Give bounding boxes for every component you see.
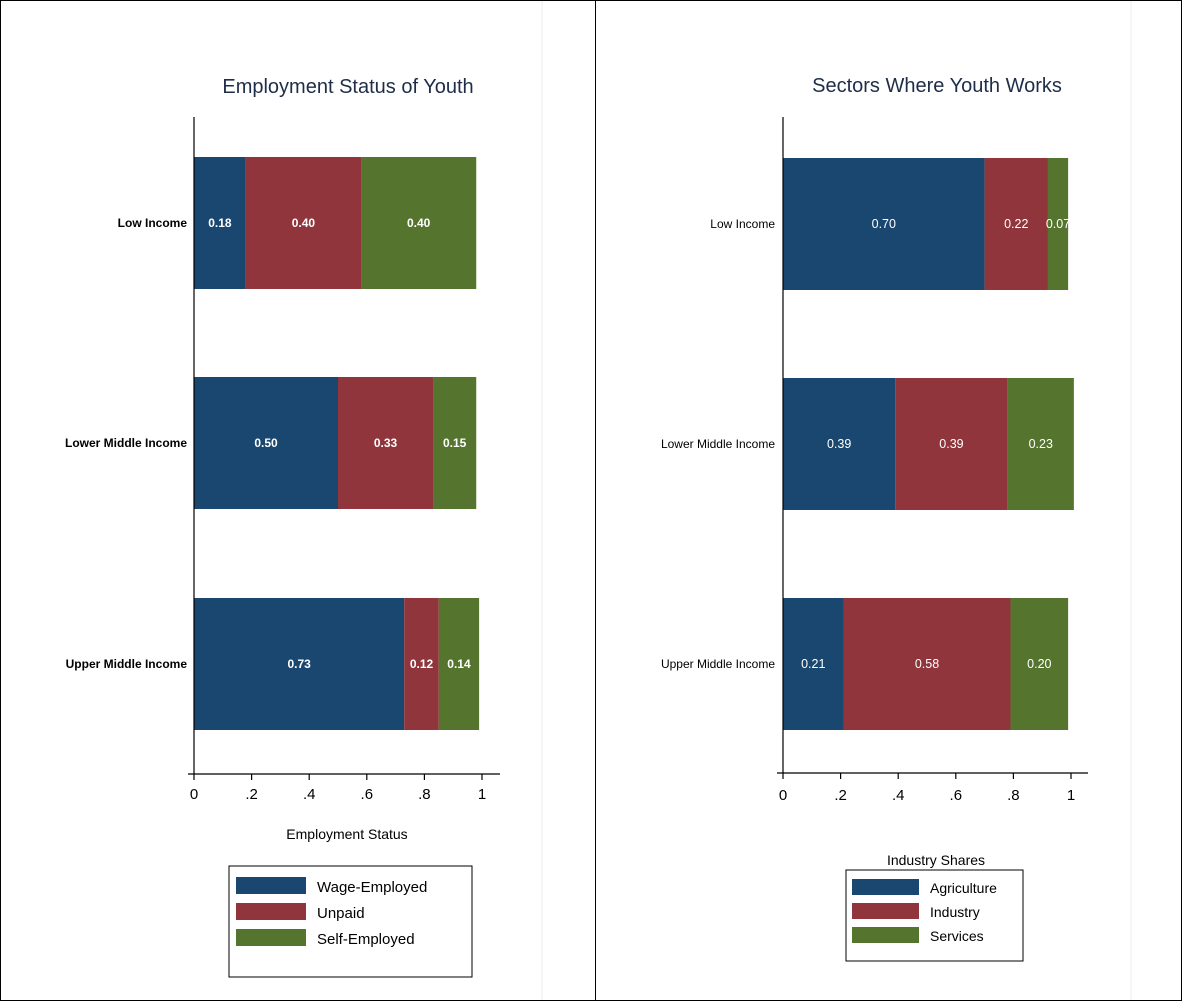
x-tick-label: .6 bbox=[361, 786, 374, 803]
bars-group bbox=[783, 158, 1074, 730]
data-label: 0.70 bbox=[872, 217, 896, 231]
bars-group bbox=[194, 157, 480, 730]
data-label: 0.39 bbox=[939, 437, 963, 451]
legend-label: Self-Employed bbox=[317, 931, 415, 948]
legend: Wage-Employed Unpaid Self-Employed bbox=[228, 865, 473, 978]
legend-swatch bbox=[236, 877, 306, 894]
x-tick-label: .2 bbox=[245, 786, 258, 803]
chart-title: Employment Status of Youth bbox=[222, 76, 473, 98]
legend-label: Services bbox=[930, 928, 984, 944]
legend-label: Industry bbox=[930, 904, 980, 920]
bar-industry-1 bbox=[895, 378, 1008, 510]
data-label: 0.58 bbox=[915, 657, 939, 671]
bar-wage-employed-2 bbox=[194, 598, 405, 730]
bar-unpaid-1 bbox=[338, 377, 434, 509]
legend-label: Agriculture bbox=[930, 880, 997, 896]
bar-wage-employed-0 bbox=[194, 157, 246, 289]
bar-unpaid-0 bbox=[245, 157, 362, 289]
bar-self-employed-2 bbox=[438, 598, 480, 730]
x-tick-label: .4 bbox=[303, 786, 316, 803]
bar-industry-0 bbox=[984, 158, 1048, 290]
category-label: Upper Middle Income bbox=[661, 657, 775, 671]
data-label: 0.07 bbox=[1046, 217, 1070, 231]
bar-unpaid-2 bbox=[404, 598, 439, 730]
bar-self-employed-1 bbox=[433, 377, 477, 509]
data-label: 0.18 bbox=[208, 216, 232, 230]
bar-industry-2 bbox=[843, 598, 1011, 730]
segment-labels-group: 0.18 0.40 0.40 0.50 0.33 0.15 0.73 0.12 0.14 bbox=[208, 216, 471, 671]
data-label: 0.50 bbox=[254, 436, 278, 450]
employment-status-chart: Employment Status of Youth Employment St… bbox=[65, 1, 543, 1000]
sectors-chart: Sectors Where Youth Works Industry Share… bbox=[661, 1, 1132, 1000]
category-labels-group: Low Income Lower Middle Income Upper Middl… bbox=[65, 216, 187, 671]
bar-agriculture-0 bbox=[783, 158, 985, 290]
legend-swatch bbox=[236, 929, 306, 946]
bar-agriculture-1 bbox=[783, 378, 896, 510]
x-axis-label: Employment Status bbox=[286, 826, 407, 842]
chart-title: Sectors Where Youth Works bbox=[812, 75, 1062, 97]
bar-services-2 bbox=[1010, 598, 1069, 730]
x-tick-label: .8 bbox=[1007, 787, 1020, 804]
category-label: Lower Middle Income bbox=[65, 436, 187, 450]
x-tick-label: .4 bbox=[892, 787, 905, 804]
data-label: 0.23 bbox=[1029, 437, 1053, 451]
sectors-panel: Sectors Where Youth Works Industry Share… bbox=[595, 0, 1182, 1001]
employment-status-panel: Employment Status of Youth Employment St… bbox=[0, 0, 596, 1001]
category-label: Low Income bbox=[710, 217, 775, 231]
category-label: Low Income bbox=[118, 216, 188, 230]
bar-agriculture-2 bbox=[783, 598, 844, 730]
legend-label: Unpaid bbox=[317, 905, 365, 922]
x-axis: 0 .2 .4 .6 .8 1 bbox=[777, 117, 1088, 804]
x-tick-label: 1 bbox=[1067, 787, 1075, 804]
bar-services-0 bbox=[1047, 158, 1069, 290]
bar-services-1 bbox=[1007, 378, 1074, 510]
data-label: 0.33 bbox=[374, 436, 398, 450]
legend: Agriculture Industry Services bbox=[845, 869, 1024, 962]
x-axis-label: Industry Shares bbox=[887, 852, 985, 868]
category-label: Lower Middle Income bbox=[661, 437, 775, 451]
category-label: Upper Middle Income bbox=[66, 657, 188, 671]
x-tick-label: .2 bbox=[834, 787, 847, 804]
legend-swatch bbox=[852, 903, 919, 919]
data-label: 0.14 bbox=[447, 657, 471, 671]
segment-labels-group: 0.70 0.22 0.07 0.39 0.39 0.23 0.21 0.58 0.20 bbox=[801, 217, 1070, 671]
category-labels-group: Low Income Lower Middle Income Upper Middl… bbox=[661, 217, 775, 671]
legend-swatch bbox=[852, 879, 919, 895]
legend-swatch bbox=[236, 903, 306, 920]
data-label: 0.40 bbox=[292, 216, 316, 230]
data-label: 0.12 bbox=[410, 657, 434, 671]
data-label: 0.39 bbox=[827, 437, 851, 451]
data-label: 0.15 bbox=[443, 436, 467, 450]
data-label: 0.40 bbox=[407, 216, 431, 230]
x-tick-label: 0 bbox=[779, 787, 787, 804]
legend-label: Wage-Employed bbox=[317, 879, 427, 896]
x-tick-label: .8 bbox=[418, 786, 431, 803]
data-label: 0.21 bbox=[801, 657, 825, 671]
legend-swatch bbox=[852, 927, 919, 943]
data-label: 0.20 bbox=[1027, 657, 1051, 671]
x-tick-label: .6 bbox=[950, 787, 963, 804]
bar-wage-employed-1 bbox=[194, 377, 338, 509]
data-label: 0.73 bbox=[287, 657, 311, 671]
x-tick-label: 1 bbox=[478, 786, 486, 803]
data-label: 0.22 bbox=[1004, 217, 1028, 231]
x-tick-label: 0 bbox=[190, 786, 198, 803]
x-axis: 0 .2 .4 .6 .8 1 bbox=[188, 117, 500, 803]
bar-self-employed-0 bbox=[361, 157, 477, 289]
